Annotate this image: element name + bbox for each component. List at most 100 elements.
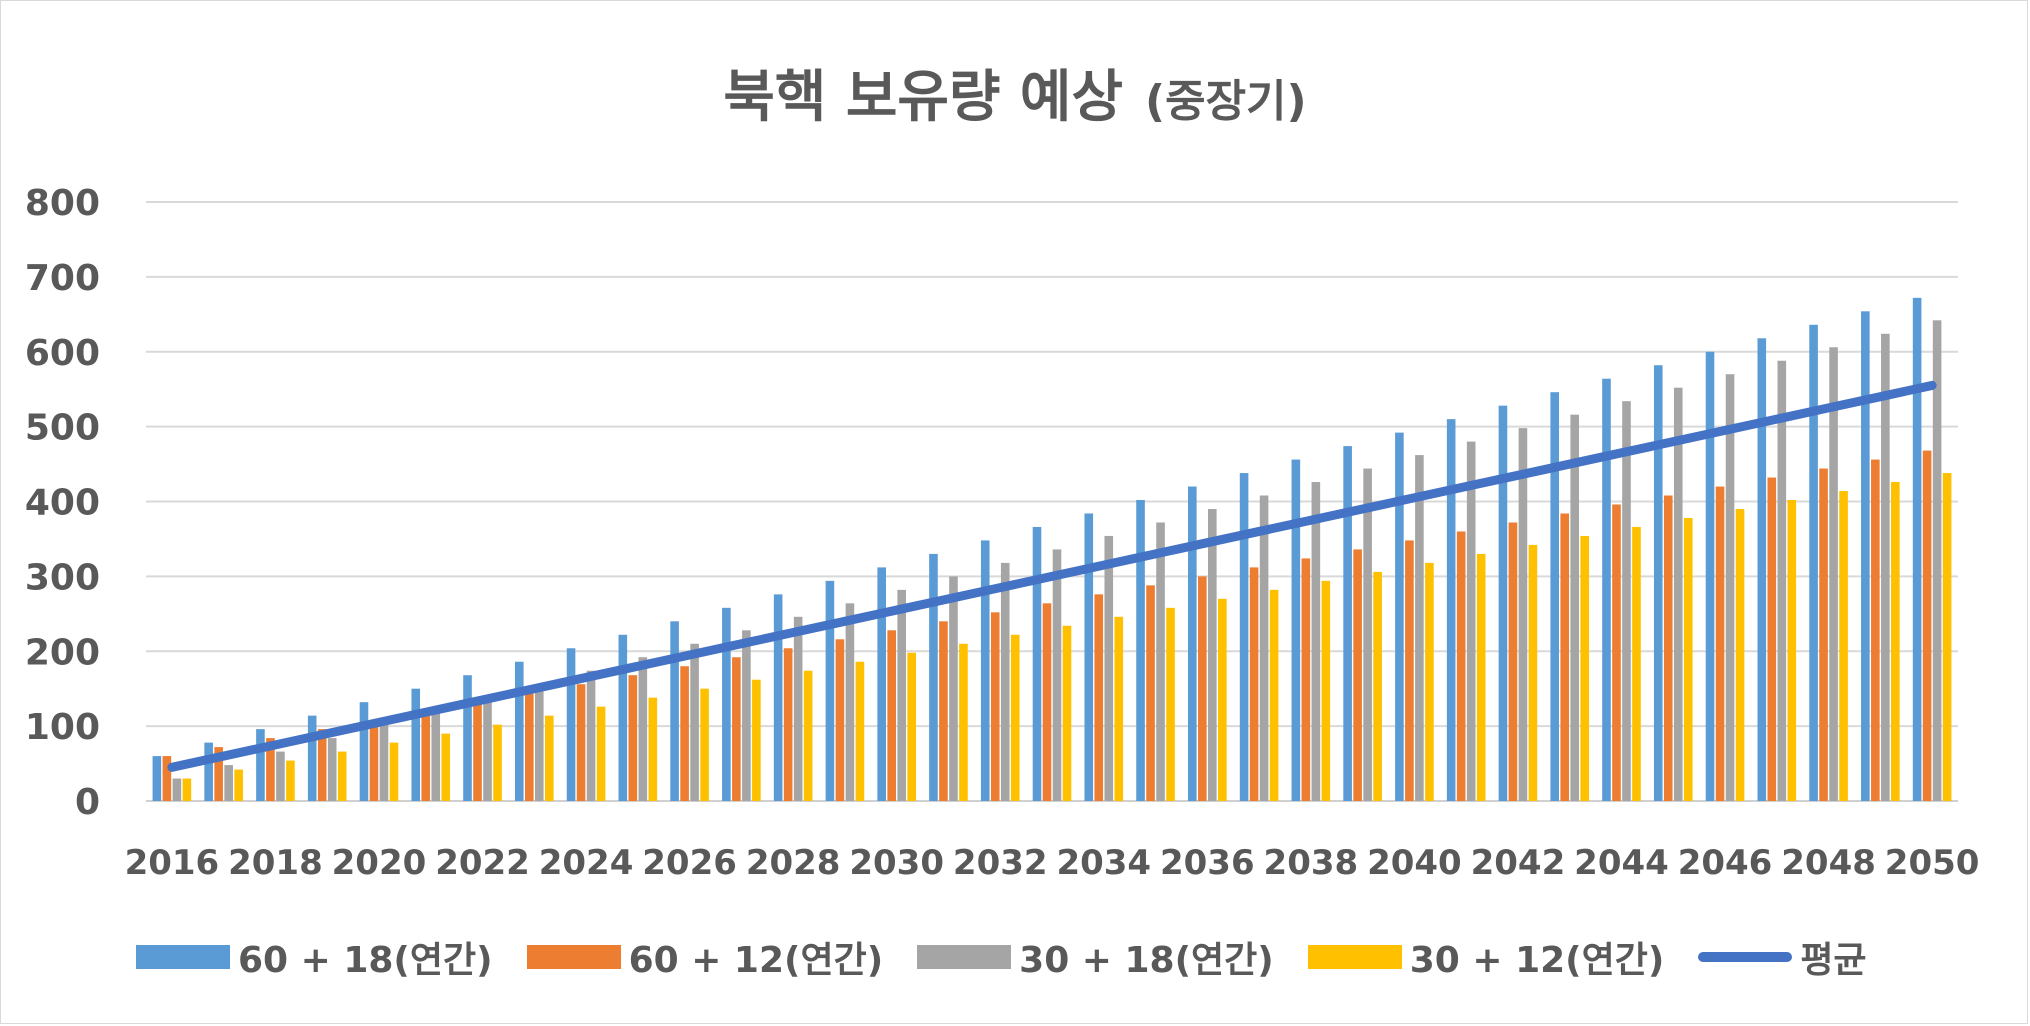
bar-1 [670,621,679,801]
bar-3 [1466,441,1476,801]
bar-4 [1218,598,1227,801]
bar-3 [431,711,441,801]
bar-3 [1725,374,1735,801]
bar-3 [483,697,492,801]
bar-2 [887,630,896,801]
bar-4 [1787,500,1797,801]
x-tick-label: 2036 [1160,843,1255,883]
bar-1 [1912,297,1922,801]
bar-1 [359,702,369,801]
legend-label: 60 + 18(연간) [238,940,493,981]
bar-2 [1767,477,1777,801]
bar-1 [1395,432,1404,801]
bar-4 [1683,517,1693,801]
bar-1 [722,607,731,801]
bar-1 [1291,459,1301,801]
y-tick-label: 100 [25,707,100,748]
bar-4 [855,661,865,801]
bar-3 [638,657,648,801]
bar-3 [1622,401,1631,801]
legend-item: 60 + 18(연간) [136,931,493,983]
x-tick-label: 2022 [435,843,530,883]
y-tick-label: 200 [25,632,100,673]
legend-label: 평균 [1800,940,1867,981]
bar-4 [752,679,761,801]
bar-3 [276,751,285,801]
chart-subtitle: (중장기) [1144,76,1307,127]
bar-4 [441,733,451,801]
bar-3 [327,738,337,801]
bar-1 [773,594,783,801]
legend-item: 30 + 12(연간) [1307,931,1665,983]
x-axis-tick-labels: 2016 2018 2020 2022 2024 2026 2028 2030 2032 2034… [125,843,1980,883]
bar-3 [534,684,544,801]
bar-4 [1166,607,1175,801]
bar-2 [1094,594,1104,801]
bar-1 [1757,338,1767,801]
bar-1 [1446,419,1456,801]
bar-4 [1425,562,1434,801]
bar-4 [1528,544,1538,801]
x-tick-label: 2028 [746,843,841,883]
bar-2 [1871,459,1880,801]
legend-label: 30 + 18(연간) [1019,940,1274,981]
bar-4 [1062,625,1072,801]
bar-4 [1269,589,1279,801]
bar-3 [690,643,699,801]
bar-2 [1663,495,1673,801]
legend-label: 30 + 12(연간) [1409,940,1665,981]
bar-3 [1829,347,1838,801]
legend-label: 60 + 12(연간) [628,940,884,981]
bar-3 [1156,522,1165,801]
bar-3 [1363,468,1372,801]
bar-1 [1602,378,1611,801]
bar-2 [680,666,689,801]
chart-title: 북핵 보유량 예상 [723,65,1123,130]
bar-4 [1942,473,1952,801]
bar-1 [1550,392,1560,801]
bar-2 [524,693,534,801]
bar-4 [389,742,399,801]
legend-item: 60 + 12(연간) [526,931,884,983]
x-tick-label: 2024 [539,843,634,883]
bar-3 [1932,320,1942,801]
bar-3 [1104,535,1114,801]
bar-1 [256,729,265,801]
bar-4 [234,769,243,801]
bar-3 [1673,387,1683,801]
bar-3 [1570,414,1580,801]
bar-1 [825,580,835,801]
bar-2 [1353,549,1362,801]
x-tick-label: 2042 [1471,843,1566,883]
bar-2 [628,675,638,801]
bar-2 [1456,531,1466,801]
bar-1 [514,661,524,801]
bar-4 [1839,491,1848,801]
average-line [167,380,1937,772]
bar-4 [286,760,295,801]
bar-2 [732,657,741,801]
bar-3 [1777,360,1787,801]
bar-4 [337,751,347,801]
bar-3 [1052,549,1062,801]
x-tick-label: 2038 [1264,843,1359,883]
legend-line-swatch [1698,952,1793,962]
bar-2 [1612,504,1621,801]
legend-color-swatch [917,945,1012,969]
bar-2 [473,702,482,801]
legend-item: 평균 [1698,931,1867,983]
bar-2 [266,738,275,801]
bar-4 [959,643,968,801]
bar-2 [1819,468,1828,801]
bar-3 [1518,428,1528,801]
bar-2 [576,684,586,801]
bar-2 [214,747,223,801]
bar-2 [1249,567,1259,801]
y-tick-label: 800 [25,183,100,224]
bar-1 [204,742,213,801]
bar-2 [939,621,948,801]
legend-color-swatch [136,945,230,969]
bar-2 [421,711,431,801]
